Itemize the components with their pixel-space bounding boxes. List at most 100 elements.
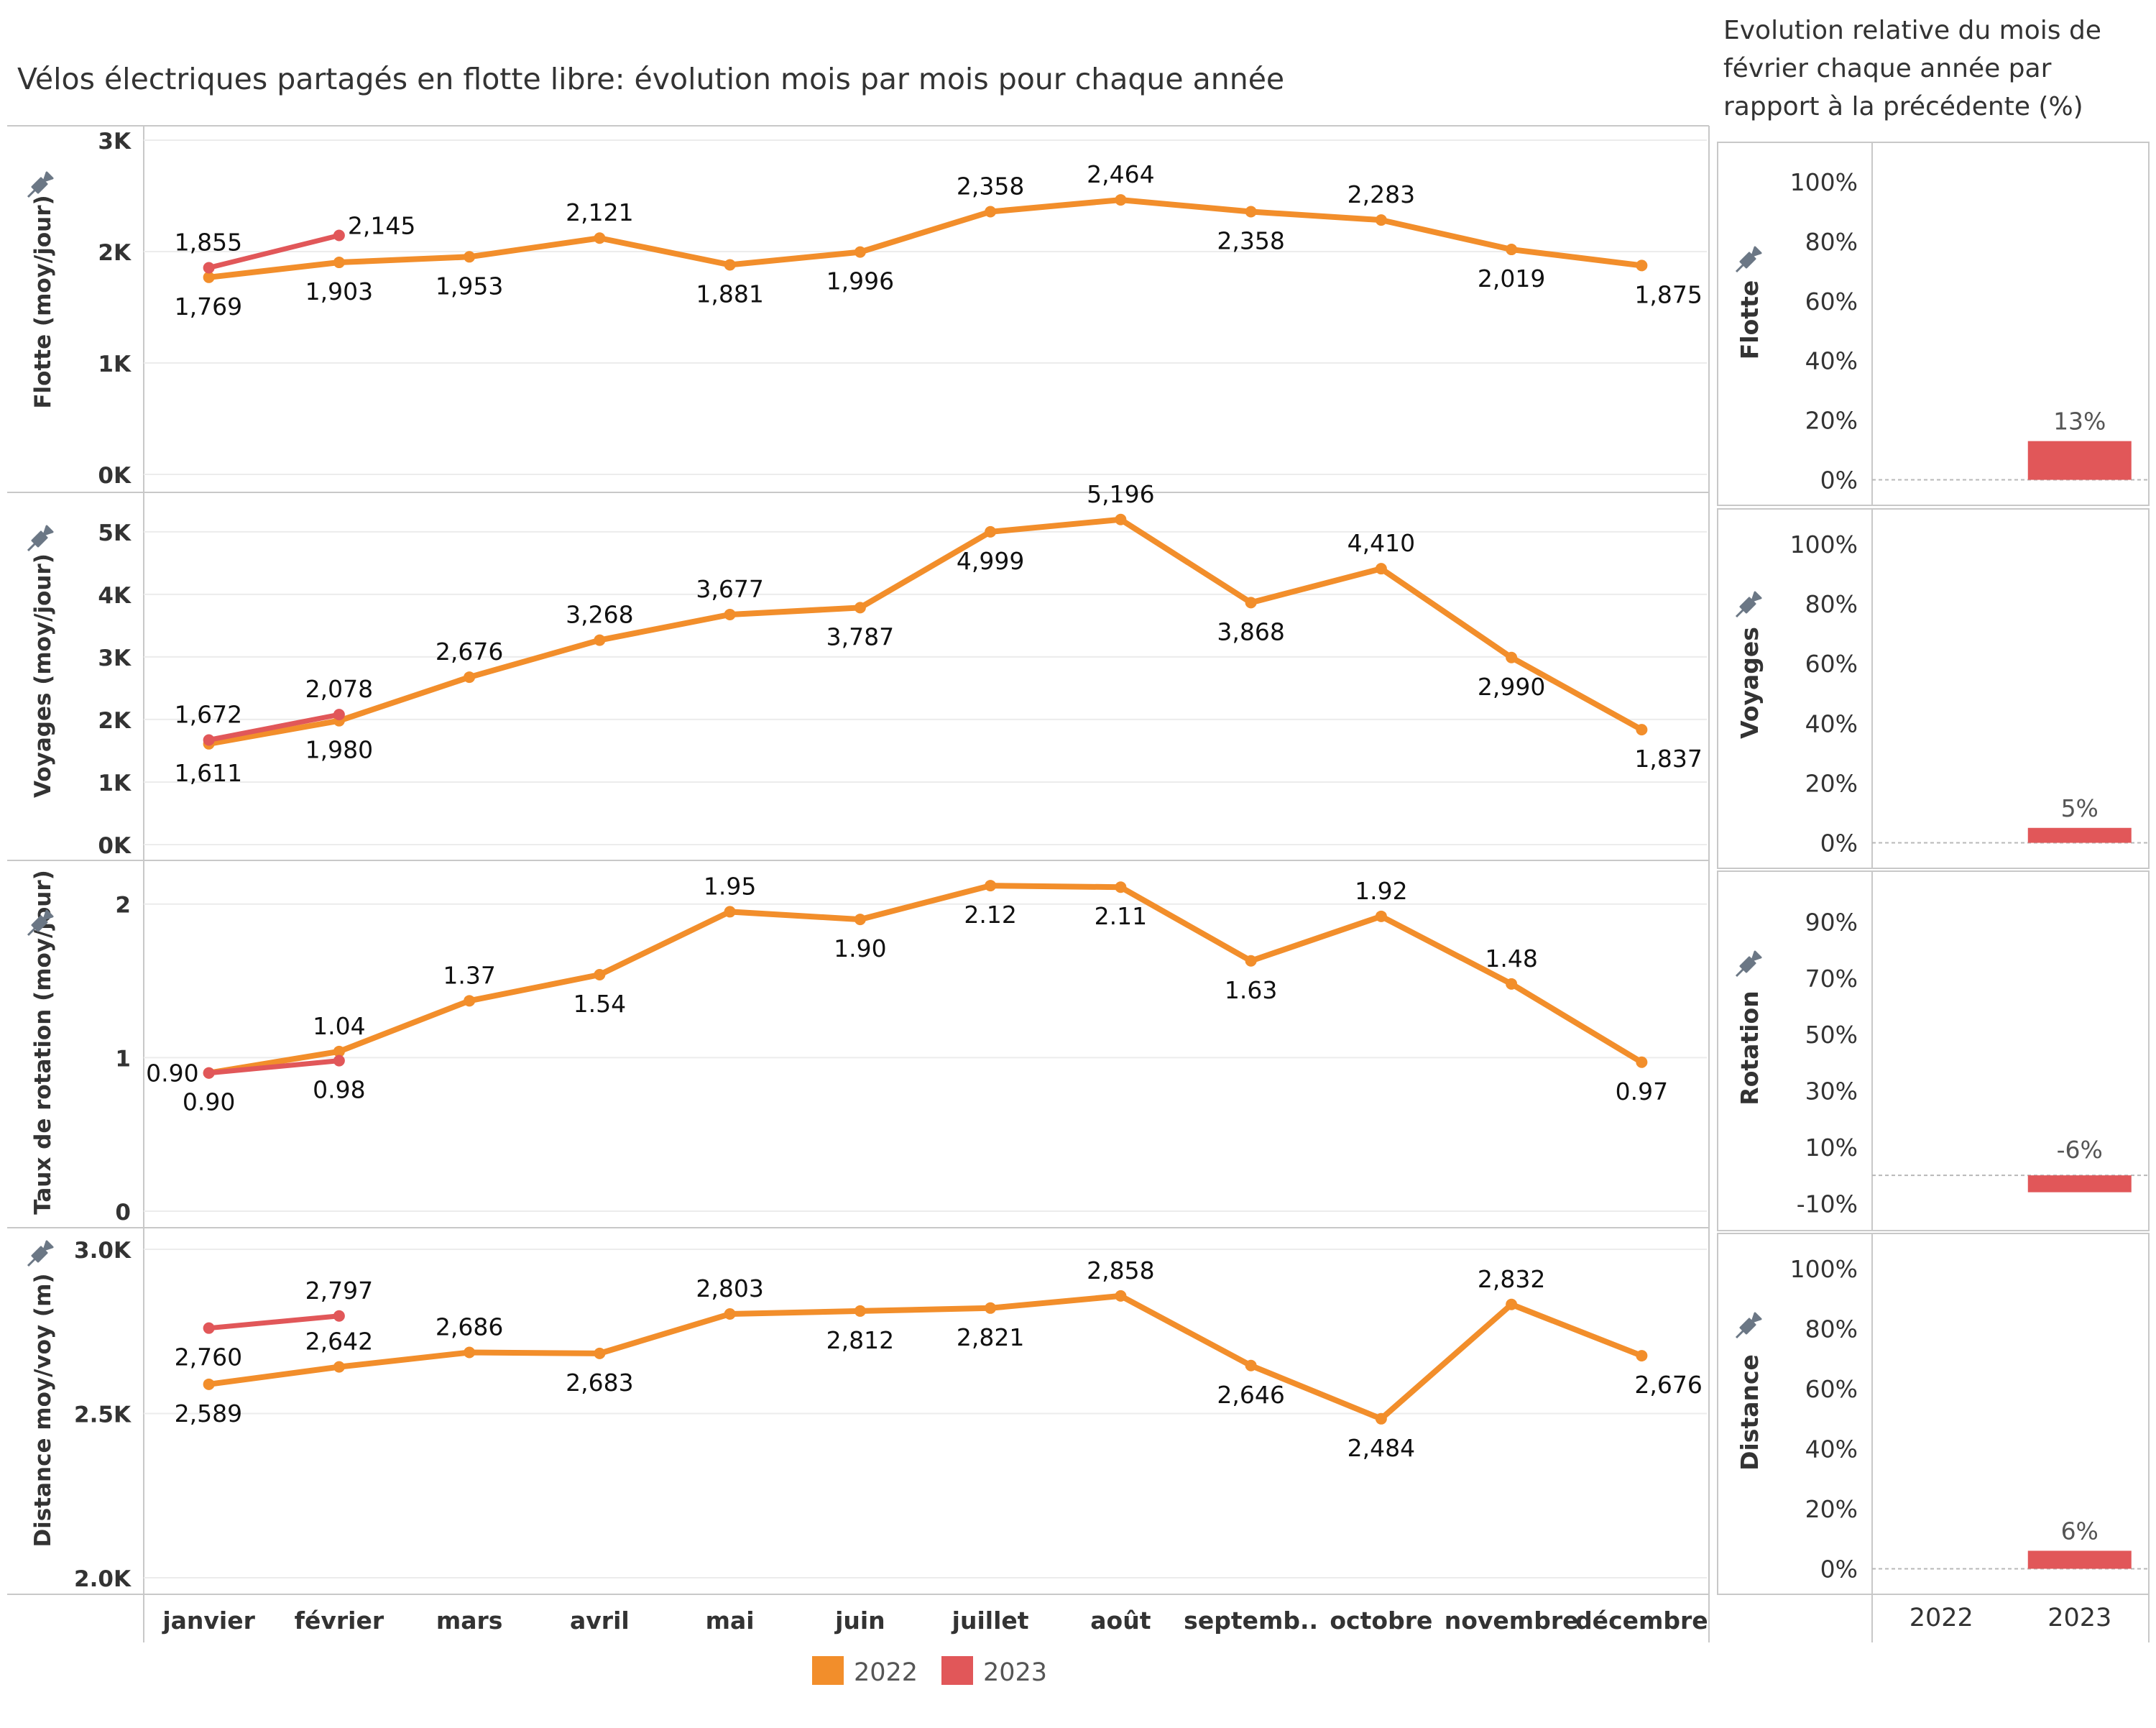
- data-label-2022: 3,868: [1217, 617, 1284, 645]
- legend: 2022 2023: [812, 1656, 1047, 1687]
- bar-panel-frame: [1717, 508, 2150, 869]
- data-label-2022: 2,642: [305, 1328, 373, 1356]
- data-label-2022: 1,875: [1634, 280, 1702, 308]
- data-label-2023: 1,855: [175, 228, 242, 256]
- bar-y-axis-title: Flotte: [1736, 280, 1764, 359]
- bar-y-tick-label: 0%: [1820, 467, 1858, 495]
- data-point-2022: [854, 914, 866, 926]
- data-label-2022: 2,358: [957, 173, 1024, 201]
- data-point-2022: [1115, 194, 1127, 206]
- data-label-2023: 2,760: [175, 1343, 242, 1371]
- bar-y-tick-label: 100%: [1790, 530, 1858, 559]
- y-tick-label: 3K: [98, 645, 132, 671]
- data-label-2022: 2,484: [1348, 1434, 1415, 1462]
- right-title-line-2: février chaque année par: [1723, 54, 2052, 83]
- series-line-2023: [208, 712, 340, 743]
- data-point-2022: [985, 1302, 997, 1314]
- bar-y-tick-label: 40%: [1805, 1435, 1858, 1463]
- data-point-2022: [333, 1361, 345, 1373]
- data-label-2022: 3,268: [566, 601, 633, 629]
- bar-y-tick-label: 40%: [1805, 709, 1858, 737]
- bar-y-tick-label: 50%: [1805, 1021, 1858, 1049]
- y-axis-title: Voyages (moy/jour): [30, 553, 56, 798]
- data-point-2023: [203, 1067, 215, 1079]
- data-label-2022: 2,683: [566, 1369, 633, 1397]
- data-point-2022: [724, 906, 736, 918]
- legend-label-2023: 2023: [983, 1658, 1047, 1687]
- x-tick-label: octobre: [1330, 1607, 1432, 1635]
- data-label-2022: 4,410: [1348, 529, 1415, 557]
- y-tick-label: 1K: [98, 771, 132, 796]
- bar-2023: [2027, 1175, 2132, 1192]
- data-label-2022: 1,980: [305, 736, 373, 764]
- data-point-2022: [594, 969, 606, 980]
- data-point-2022: [594, 1347, 606, 1359]
- data-label-2022: 2,589: [175, 1400, 242, 1428]
- data-point-2023: [203, 1322, 215, 1334]
- data-label-2022: 1.63: [1225, 976, 1277, 1004]
- data-label-2022: 1,611: [175, 759, 242, 787]
- series-line-2022: [208, 1292, 1643, 1422]
- data-point-2022: [1245, 597, 1257, 609]
- data-label-2022: 0.97: [1616, 1077, 1668, 1106]
- pin-icon: [1735, 1312, 1762, 1339]
- x-tick-label: août: [1090, 1607, 1151, 1635]
- data-label-2022: 2,990: [1478, 673, 1545, 701]
- bar-y-tick-label: 10%: [1805, 1134, 1858, 1162]
- bar-y-tick-label: 80%: [1805, 1315, 1858, 1343]
- data-label-2022: 2.11: [1095, 902, 1147, 930]
- data-label-2022: 1,996: [826, 267, 894, 295]
- bar-y-tick-label: 90%: [1805, 908, 1858, 936]
- legend-swatch-2023: [941, 1656, 973, 1685]
- y-tick-label: 2K: [98, 240, 132, 266]
- data-label-2023: 0.98: [313, 1076, 365, 1104]
- data-point-2022: [1506, 978, 1518, 990]
- bar-y-tick-label: 100%: [1790, 1255, 1858, 1283]
- data-point-2022: [594, 634, 606, 646]
- pin-icon: [27, 909, 54, 937]
- bar-y-tick-label: 60%: [1805, 650, 1858, 678]
- bar-y-tick-label: 100%: [1790, 168, 1858, 196]
- y-axis-title: Distance moy/voy (m): [30, 1273, 56, 1547]
- data-label-2023: 2,797: [305, 1277, 373, 1305]
- data-point-2022: [1115, 513, 1127, 525]
- data-label-2022: 2,832: [1478, 1265, 1545, 1293]
- bar-y-tick-label: 40%: [1805, 347, 1858, 375]
- x-tick-label: mars: [436, 1607, 503, 1635]
- data-point-2022: [464, 671, 476, 684]
- y-tick-label: 1K: [98, 351, 132, 377]
- series-line-2023: [208, 1058, 340, 1076]
- bar-y-tick-label: 20%: [1805, 1495, 1858, 1523]
- x-tick-label: décembre: [1575, 1607, 1708, 1635]
- data-label-2022: 2,803: [696, 1274, 763, 1302]
- data-label-2022: 1,953: [436, 272, 503, 300]
- data-label-2022: 1,769: [175, 293, 242, 321]
- y-tick-label: 2.5K: [74, 1402, 132, 1428]
- x-tick-label: septemb..: [1184, 1607, 1318, 1635]
- data-label-2022: 2,646: [1217, 1381, 1284, 1409]
- bar-y-axis-title: Voyages: [1736, 627, 1764, 739]
- y-tick-label: 2K: [98, 708, 132, 734]
- y-axis-title: Flotte (moy/jour): [30, 195, 56, 408]
- data-point-2022: [1506, 651, 1518, 663]
- data-point-2022: [1636, 724, 1648, 736]
- data-point-2022: [985, 880, 997, 892]
- data-label-2022: 2,358: [1217, 227, 1284, 255]
- data-point-2022: [724, 259, 736, 271]
- data-point-2022: [724, 608, 736, 620]
- data-label-2023: 1,672: [175, 700, 242, 728]
- data-point-2022: [203, 271, 215, 283]
- bar-y-tick-label: 80%: [1805, 228, 1858, 256]
- bar-x-tick-label: 2023: [2047, 1604, 2111, 1632]
- pin-icon: [27, 171, 54, 198]
- bar-y-tick-label: 0%: [1820, 1555, 1858, 1583]
- x-tick-label: janvier: [161, 1607, 255, 1635]
- data-point-2023: [333, 229, 345, 242]
- data-point-2022: [464, 995, 476, 1007]
- bar-value-label: 5%: [2061, 794, 2099, 822]
- pin-icon: [27, 1240, 54, 1267]
- data-label-2022: 1,837: [1634, 745, 1702, 773]
- data-label-2022: 3,787: [826, 622, 894, 651]
- y-tick-label: 3.0K: [74, 1238, 132, 1264]
